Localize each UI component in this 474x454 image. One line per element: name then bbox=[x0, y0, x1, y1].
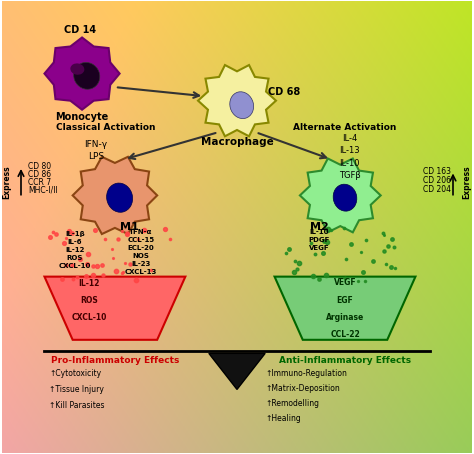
Ellipse shape bbox=[73, 63, 100, 89]
Text: IL-10: IL-10 bbox=[310, 228, 329, 235]
Text: ↑Cytotoxicity: ↑Cytotoxicity bbox=[49, 369, 101, 378]
Text: CD 206: CD 206 bbox=[423, 177, 451, 186]
Ellipse shape bbox=[333, 184, 357, 211]
Text: ECL-20: ECL-20 bbox=[128, 245, 154, 251]
Text: CXCL-10: CXCL-10 bbox=[59, 263, 91, 269]
Text: MHC-I/II: MHC-I/II bbox=[28, 186, 58, 195]
Polygon shape bbox=[45, 38, 119, 110]
Text: CXCL-13: CXCL-13 bbox=[125, 269, 157, 275]
Text: EGF: EGF bbox=[337, 296, 354, 305]
Text: IL-6: IL-6 bbox=[68, 239, 82, 245]
Text: Express: Express bbox=[463, 165, 472, 199]
Text: VEGF: VEGF bbox=[309, 245, 329, 251]
Text: CD 68: CD 68 bbox=[267, 87, 300, 97]
Text: M2: M2 bbox=[310, 222, 328, 232]
Text: Alternate Activation: Alternate Activation bbox=[293, 123, 397, 132]
Text: Pro-Inflammatory Effects: Pro-Inflammatory Effects bbox=[51, 355, 179, 365]
Text: CD 80: CD 80 bbox=[28, 162, 51, 171]
Text: IL-12: IL-12 bbox=[65, 247, 85, 253]
Text: CD 163: CD 163 bbox=[423, 168, 451, 177]
Text: M1: M1 bbox=[119, 222, 138, 232]
Text: IL-23: IL-23 bbox=[131, 261, 150, 267]
Text: ROS: ROS bbox=[80, 296, 98, 305]
Text: TFN-α: TFN-α bbox=[129, 228, 153, 235]
Text: CCL-15: CCL-15 bbox=[127, 237, 155, 242]
Text: ↑Kill Parasites: ↑Kill Parasites bbox=[49, 401, 105, 410]
Text: VEGF: VEGF bbox=[334, 278, 356, 287]
Text: CCL-22: CCL-22 bbox=[330, 330, 360, 339]
Text: Express: Express bbox=[2, 165, 11, 199]
Text: IL-4
IL-13
IL-10
TGFβ: IL-4 IL-13 IL-10 TGFβ bbox=[339, 134, 361, 180]
Text: CD 204: CD 204 bbox=[423, 186, 451, 194]
Polygon shape bbox=[198, 65, 276, 136]
Text: ↑Remodelling: ↑Remodelling bbox=[265, 399, 319, 408]
Text: ↑Matrix-Deposition: ↑Matrix-Deposition bbox=[265, 384, 340, 393]
Polygon shape bbox=[45, 276, 185, 340]
Text: PDGF: PDGF bbox=[309, 237, 330, 242]
Text: CD 14: CD 14 bbox=[64, 25, 96, 35]
Text: CXCL-10: CXCL-10 bbox=[72, 313, 107, 322]
Ellipse shape bbox=[70, 64, 84, 75]
Polygon shape bbox=[73, 157, 157, 234]
Text: CCR 7: CCR 7 bbox=[28, 178, 51, 187]
Polygon shape bbox=[209, 353, 265, 390]
Text: ROS: ROS bbox=[67, 255, 83, 261]
Text: IL-12: IL-12 bbox=[78, 279, 100, 288]
Text: ↑Tissue Injury: ↑Tissue Injury bbox=[49, 385, 104, 394]
Text: Arginase: Arginase bbox=[326, 313, 364, 322]
Text: Anti-Inflammatory Effects: Anti-Inflammatory Effects bbox=[279, 355, 411, 365]
Text: IFN-γ
LPS: IFN-γ LPS bbox=[84, 139, 108, 161]
Text: ↑Healing: ↑Healing bbox=[265, 414, 301, 423]
Text: ↑Immuno-Regulation: ↑Immuno-Regulation bbox=[265, 369, 347, 378]
Polygon shape bbox=[274, 276, 415, 340]
Text: NOS: NOS bbox=[132, 253, 149, 259]
Polygon shape bbox=[300, 158, 381, 232]
Ellipse shape bbox=[230, 92, 254, 118]
Text: Classical Activation: Classical Activation bbox=[56, 123, 155, 132]
Text: CD 86: CD 86 bbox=[28, 170, 51, 179]
Ellipse shape bbox=[107, 183, 133, 212]
Text: Monocyte: Monocyte bbox=[55, 112, 109, 122]
Text: IL-1β: IL-1β bbox=[65, 231, 85, 237]
Text: Macrophage: Macrophage bbox=[201, 137, 273, 147]
